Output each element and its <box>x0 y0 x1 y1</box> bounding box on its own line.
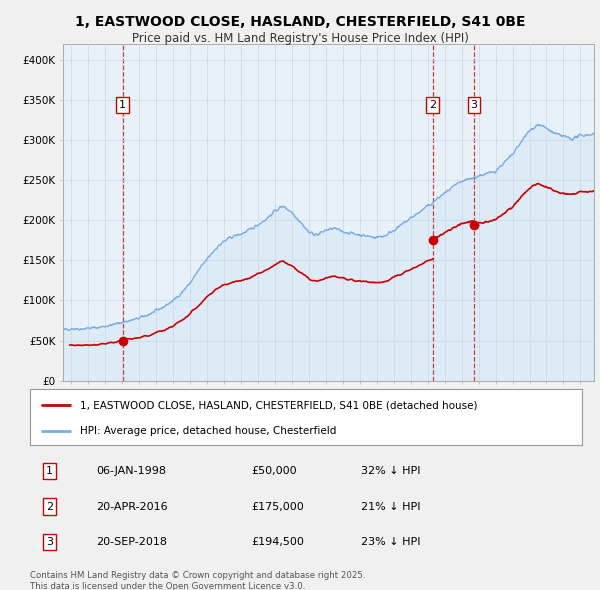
Text: £194,500: £194,500 <box>251 537 304 548</box>
Text: 3: 3 <box>46 537 53 548</box>
Text: Contains HM Land Registry data © Crown copyright and database right 2025.
This d: Contains HM Land Registry data © Crown c… <box>30 571 365 590</box>
Text: 1, EASTWOOD CLOSE, HASLAND, CHESTERFIELD, S41 0BE: 1, EASTWOOD CLOSE, HASLAND, CHESTERFIELD… <box>75 15 525 29</box>
Text: 20-SEP-2018: 20-SEP-2018 <box>96 537 167 548</box>
Text: 1: 1 <box>119 100 126 110</box>
Text: 3: 3 <box>470 100 478 110</box>
Text: 21% ↓ HPI: 21% ↓ HPI <box>361 502 421 512</box>
Text: HPI: Average price, detached house, Chesterfield: HPI: Average price, detached house, Ches… <box>80 427 336 437</box>
Text: 23% ↓ HPI: 23% ↓ HPI <box>361 537 421 548</box>
Text: 1, EASTWOOD CLOSE, HASLAND, CHESTERFIELD, S41 0BE (detached house): 1, EASTWOOD CLOSE, HASLAND, CHESTERFIELD… <box>80 400 477 410</box>
Text: 2: 2 <box>429 100 436 110</box>
Text: £175,000: £175,000 <box>251 502 304 512</box>
Text: 32% ↓ HPI: 32% ↓ HPI <box>361 466 421 476</box>
Text: 1: 1 <box>46 466 53 476</box>
Text: 2: 2 <box>46 502 53 512</box>
Text: £50,000: £50,000 <box>251 466 296 476</box>
Text: 20-APR-2016: 20-APR-2016 <box>96 502 168 512</box>
Text: 06-JAN-1998: 06-JAN-1998 <box>96 466 166 476</box>
Text: Price paid vs. HM Land Registry's House Price Index (HPI): Price paid vs. HM Land Registry's House … <box>131 32 469 45</box>
